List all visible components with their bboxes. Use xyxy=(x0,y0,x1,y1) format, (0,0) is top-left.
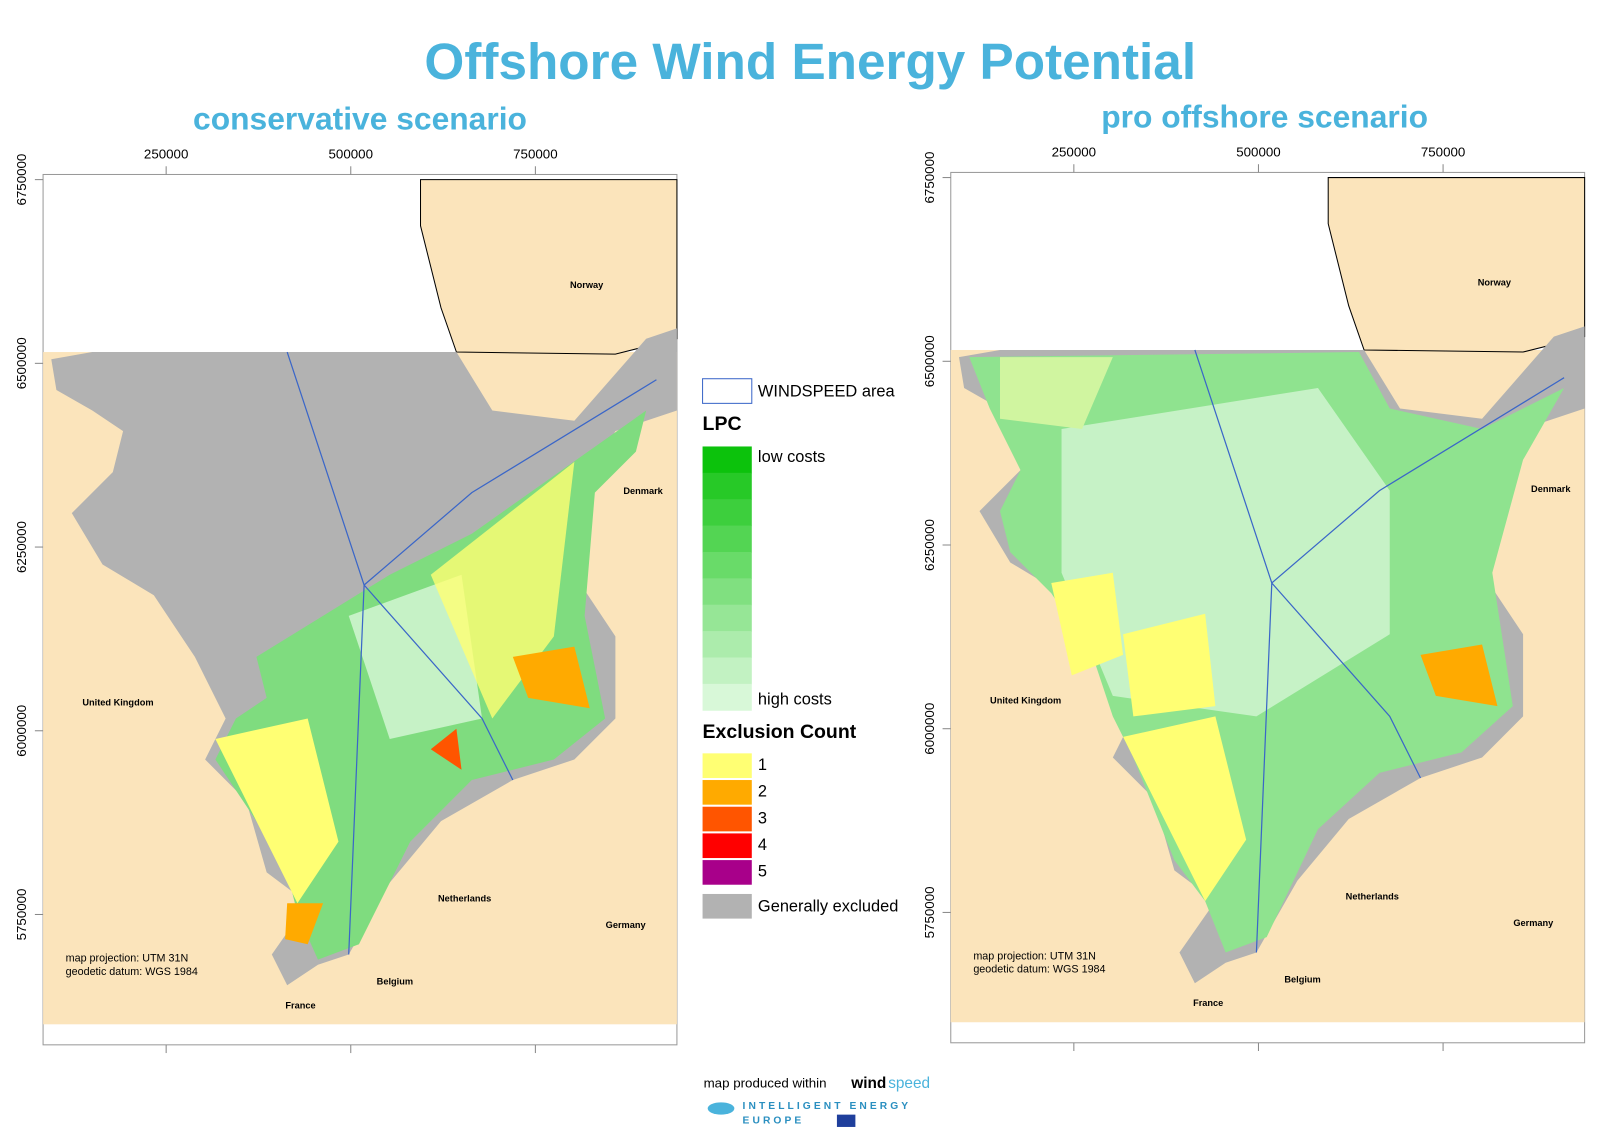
lpc-swatch xyxy=(702,631,752,659)
legend-label: 5 xyxy=(758,863,767,881)
y-tick-label: 6000000 xyxy=(14,705,29,757)
legend-label: 4 xyxy=(758,836,767,854)
y-tick-label: 6500000 xyxy=(14,337,29,389)
legend: WINDSPEED area LPC low costs high costs … xyxy=(702,378,898,919)
country-label: France xyxy=(285,1000,315,1010)
exclusion-swatch xyxy=(702,833,752,859)
x-tick-label: 500000 xyxy=(329,146,373,161)
lpc-swatch xyxy=(702,657,752,685)
y-tick-label: 6750000 xyxy=(922,152,937,204)
map-annotations: conservative scenario 250000 500000 750000 5… xyxy=(14,101,664,1054)
lpc-swatch xyxy=(702,683,752,711)
lpc-swatch xyxy=(702,446,752,474)
country-label: Belgium xyxy=(1284,975,1320,985)
y-tick-label: 6750000 xyxy=(14,154,29,206)
logo-icon xyxy=(707,1102,735,1115)
map-note: map projection: UTM 31N xyxy=(973,950,1096,962)
legend-label: high costs xyxy=(758,690,832,708)
map-annotations: pro offshore scenario 250000 500000 750000 5… xyxy=(922,98,1571,1051)
country-label: Netherlands xyxy=(1346,891,1399,901)
map-subtitle: conservative scenario xyxy=(193,101,527,137)
country-label: Netherlands xyxy=(438,894,491,904)
excluded-swatch xyxy=(702,893,752,919)
legend-label: 1 xyxy=(758,756,767,774)
lpc-swatch xyxy=(702,499,752,527)
legend-label: 2 xyxy=(758,783,767,801)
legend-area-swatch xyxy=(702,378,753,404)
footer: map produced within wind speed INTELLIGE… xyxy=(704,1075,930,1127)
country-label: Germany xyxy=(1513,918,1554,928)
x-tick-label: 750000 xyxy=(1421,144,1465,159)
lpc-swatch xyxy=(702,551,752,579)
legend-heading: Exclusion Count xyxy=(703,721,857,743)
x-tick-label: 750000 xyxy=(513,146,557,161)
legend-label: 3 xyxy=(758,809,767,827)
map-note: geodetic datum: WGS 1984 xyxy=(66,966,198,978)
map-right xyxy=(950,171,1586,1044)
y-tick-label: 6250000 xyxy=(922,519,937,571)
y-tick-label: 6500000 xyxy=(922,335,937,387)
y-tick-label: 6000000 xyxy=(922,703,937,755)
y-tick-label: 6250000 xyxy=(14,521,29,573)
map-subtitle: pro offshore scenario xyxy=(1101,98,1428,134)
country-label: Norway xyxy=(570,280,604,290)
x-tick-label: 500000 xyxy=(1236,144,1280,159)
legend-label: WINDSPEED area xyxy=(758,382,896,400)
legend-label: Generally excluded xyxy=(758,898,898,916)
exclusion-swatch xyxy=(702,780,752,805)
country-label: Denmark xyxy=(1531,484,1571,494)
x-tick-label: 250000 xyxy=(1052,144,1096,159)
legend-label: low costs xyxy=(758,448,825,466)
country-label: United Kingdom xyxy=(990,695,1061,705)
logo-text: EUROPE xyxy=(743,1115,805,1126)
logo-text: wind xyxy=(850,1075,886,1092)
country-label: Belgium xyxy=(377,977,413,987)
eu-flag xyxy=(836,1114,856,1127)
y-tick-label: 5750000 xyxy=(14,889,29,941)
footer-text: map produced within xyxy=(704,1075,827,1090)
y-tick-label: 5750000 xyxy=(922,886,937,938)
lpc-swatch xyxy=(702,525,752,553)
logo-text: INTELLIGENT ENERGY xyxy=(743,1101,912,1112)
lpc-swatch xyxy=(702,578,752,606)
exclusion-swatch xyxy=(702,753,752,778)
country-label: Denmark xyxy=(623,486,663,496)
map-left xyxy=(42,173,678,1046)
exclusion-swatch xyxy=(702,860,752,885)
x-tick-label: 250000 xyxy=(144,146,188,161)
map-note: geodetic datum: WGS 1984 xyxy=(973,964,1105,976)
logo-text: speed xyxy=(888,1075,930,1092)
exclusion-swatch xyxy=(702,806,752,832)
country-label: Norway xyxy=(1478,278,1512,288)
country-label: United Kingdom xyxy=(82,697,153,707)
legend-heading: LPC xyxy=(703,413,742,435)
title: Offshore Wind Energy Potential xyxy=(424,33,1196,90)
country-label: Germany xyxy=(606,920,647,930)
lpc-swatch xyxy=(702,472,752,500)
lpc-swatch xyxy=(702,604,752,632)
map-note: map projection: UTM 31N xyxy=(66,952,189,964)
country-label: France xyxy=(1193,998,1223,1008)
